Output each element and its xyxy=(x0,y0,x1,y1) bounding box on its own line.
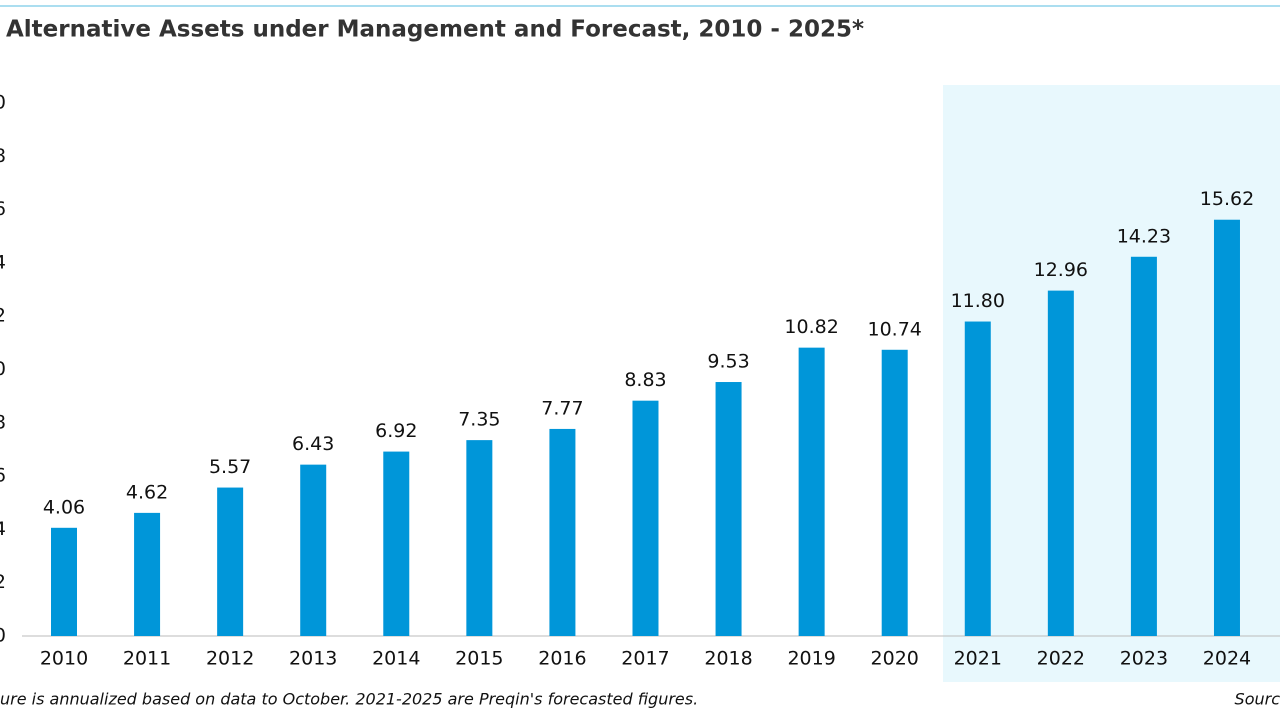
y-tick-label: 6 xyxy=(0,198,6,220)
bar xyxy=(1130,256,1157,636)
x-tick-label: 2020 xyxy=(871,648,919,670)
data-label: 5.57 xyxy=(209,456,251,478)
y-tick-label: 8 xyxy=(0,145,6,167)
data-label: 14.23 xyxy=(1117,225,1171,247)
bar xyxy=(632,400,659,636)
data-label: 15.62 xyxy=(1200,188,1254,210)
x-tick-label: 2022 xyxy=(1037,648,1085,670)
y-tick-label: 0 xyxy=(0,92,6,114)
data-label: 11.80 xyxy=(951,290,1005,312)
data-label: 7.77 xyxy=(541,397,583,419)
footnote: ure is annualized based on data to Octob… xyxy=(0,690,698,709)
data-label: 12.96 xyxy=(1034,259,1088,281)
x-tick-label: 2012 xyxy=(206,648,254,670)
bar xyxy=(1047,290,1074,636)
x-tick-label: 2010 xyxy=(40,648,88,670)
data-label: 6.92 xyxy=(375,420,417,442)
y-tick-label: 2 xyxy=(0,305,6,327)
x-tick-label: 2024 xyxy=(1203,648,1251,670)
bar xyxy=(134,512,161,636)
y-tick-label: 8 xyxy=(0,411,6,433)
x-tick-label: 2015 xyxy=(455,648,503,670)
x-tick-label: 2016 xyxy=(538,648,586,670)
bar xyxy=(300,464,327,636)
x-tick-label: 2011 xyxy=(123,648,171,670)
bar xyxy=(715,382,742,636)
x-tick-label: 2017 xyxy=(621,648,669,670)
y-tick-label: 0 xyxy=(0,625,6,647)
y-tick-label: 4 xyxy=(0,518,6,540)
bar xyxy=(881,349,908,636)
y-tick-label: 4 xyxy=(0,251,6,273)
bar xyxy=(964,321,991,636)
bar xyxy=(798,347,825,636)
x-tick-label: 2014 xyxy=(372,648,420,670)
data-label: 4.06 xyxy=(43,496,85,518)
x-tick-label: 2021 xyxy=(954,648,1002,670)
data-label: 9.53 xyxy=(707,351,749,373)
bar xyxy=(466,440,493,636)
x-tick-label: 2018 xyxy=(704,648,752,670)
y-tick-label: 6 xyxy=(0,465,6,487)
data-label: 10.74 xyxy=(867,318,921,340)
bar xyxy=(217,487,244,636)
bar xyxy=(51,527,77,636)
data-label: 7.35 xyxy=(458,409,500,431)
y-tick-label: 2 xyxy=(0,571,6,593)
data-label: 8.83 xyxy=(624,369,666,391)
x-tick-label: 2023 xyxy=(1120,648,1168,670)
bar xyxy=(549,428,576,636)
x-tick-label: 2013 xyxy=(289,648,337,670)
source: Sourc xyxy=(1235,690,1280,709)
x-tick-label: 2019 xyxy=(787,648,835,670)
chart-title: Alternative Assets under Management and … xyxy=(6,17,864,43)
y-tick-label: 0 xyxy=(0,358,6,380)
data-label: 10.82 xyxy=(784,316,838,338)
data-label: 4.62 xyxy=(126,481,168,503)
bar xyxy=(1213,219,1240,637)
data-label: 6.43 xyxy=(292,433,334,455)
bar xyxy=(383,451,410,636)
